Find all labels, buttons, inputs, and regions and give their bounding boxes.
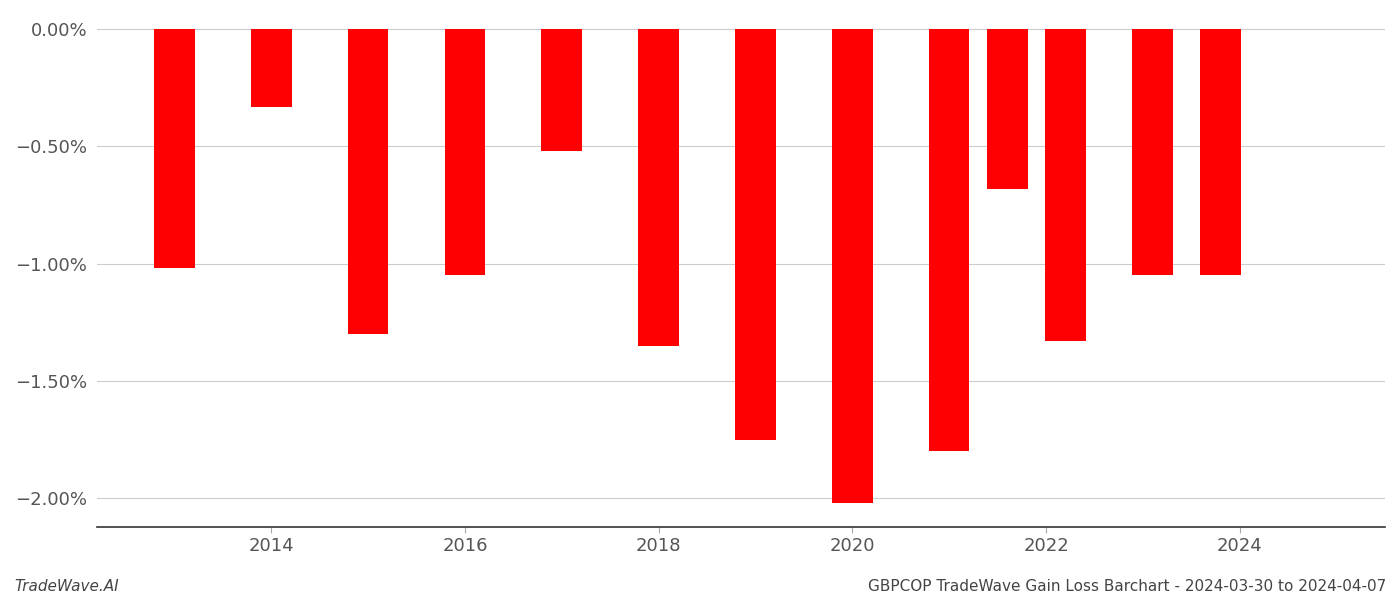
Bar bbox=[154, 29, 195, 268]
Bar bbox=[735, 29, 776, 440]
Text: GBPCOP TradeWave Gain Loss Barchart - 2024-03-30 to 2024-04-07: GBPCOP TradeWave Gain Loss Barchart - 20… bbox=[868, 579, 1386, 594]
Bar bbox=[832, 29, 872, 503]
Bar bbox=[1044, 29, 1086, 341]
Bar bbox=[347, 29, 388, 334]
Bar bbox=[987, 29, 1028, 188]
Bar bbox=[445, 29, 486, 275]
Bar bbox=[638, 29, 679, 346]
Bar bbox=[1133, 29, 1173, 275]
Bar bbox=[251, 29, 291, 107]
Bar bbox=[1200, 29, 1240, 275]
Bar bbox=[542, 29, 582, 151]
Text: TradeWave.AI: TradeWave.AI bbox=[14, 579, 119, 594]
Bar bbox=[928, 29, 969, 451]
